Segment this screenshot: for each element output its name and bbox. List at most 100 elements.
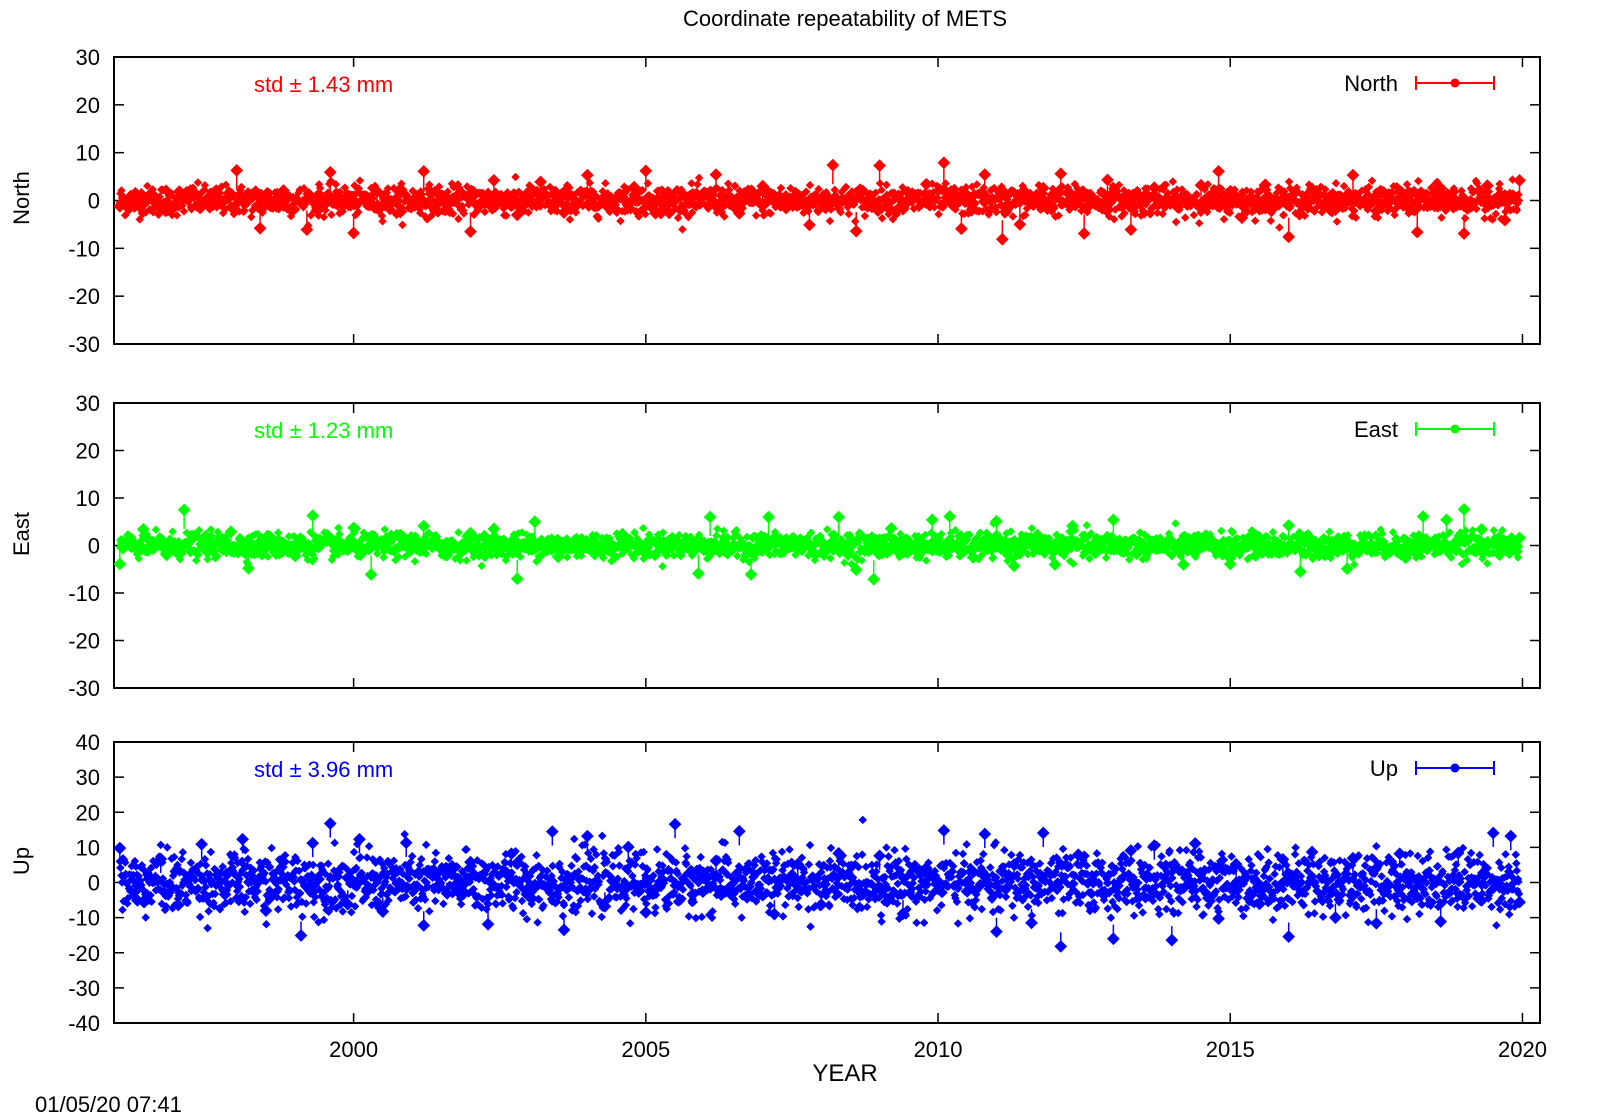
north-data-point xyxy=(955,222,968,236)
north-ytick-label: -30 xyxy=(68,332,100,357)
north-legend-label: North xyxy=(1344,71,1398,96)
north-data-point xyxy=(1054,167,1068,181)
up-data-point xyxy=(557,923,571,937)
north-data-point xyxy=(1513,174,1526,187)
up-data-point xyxy=(1025,916,1038,930)
up-ytick-label: 40 xyxy=(76,730,100,755)
north-ytick-label: -20 xyxy=(68,284,100,309)
up-ytick-label: 10 xyxy=(76,835,100,860)
up-data-point xyxy=(978,827,992,841)
up-data-point xyxy=(990,925,1003,939)
ylabel-up: Up xyxy=(9,846,34,876)
north-data-point xyxy=(230,164,244,177)
north-ytick-label: 0 xyxy=(88,189,100,214)
north-data-point xyxy=(1410,225,1424,239)
up-data-point xyxy=(709,854,723,868)
north-data-point xyxy=(183,186,197,200)
up-data-point xyxy=(581,829,594,843)
up-data-point xyxy=(1165,933,1179,947)
north-data-point xyxy=(417,164,431,178)
up-data-point xyxy=(668,817,682,831)
up-data-point xyxy=(1434,915,1448,928)
north-data-point xyxy=(206,198,220,212)
x-tick-label: 2015 xyxy=(1206,1037,1255,1062)
up-data-point xyxy=(399,836,413,850)
east-data-point xyxy=(347,521,360,535)
east-legend-label: East xyxy=(1354,417,1398,442)
east-data-point xyxy=(510,572,524,586)
east-data-point xyxy=(692,567,705,580)
north-data-point xyxy=(581,168,594,182)
up-data-point xyxy=(937,824,951,837)
up-data-point xyxy=(1393,847,1407,861)
north-data-point xyxy=(849,224,863,238)
up-data-point xyxy=(1282,930,1296,943)
east-data-point xyxy=(306,509,320,522)
east-data-point xyxy=(1416,510,1430,523)
north-data-point xyxy=(323,165,337,179)
east-ytick-label: 10 xyxy=(76,486,100,511)
up-data-point xyxy=(1305,845,1319,859)
north-data-point xyxy=(978,168,992,182)
ylabel-north: North xyxy=(9,171,34,225)
x-axis-label: YEAR xyxy=(812,1060,878,1087)
up-data-point xyxy=(1329,911,1342,924)
north-data-point xyxy=(1077,227,1091,240)
up-ytick-label: 20 xyxy=(76,800,100,825)
east-data-point xyxy=(925,513,939,527)
north-ytick-label: 10 xyxy=(76,141,100,166)
north-data-point xyxy=(300,223,314,237)
east-data-point xyxy=(762,510,775,524)
east-data-point xyxy=(1457,503,1471,516)
north-data-point xyxy=(370,185,384,198)
north-data-point xyxy=(919,177,933,191)
east-data-point xyxy=(703,510,717,524)
up-data-point xyxy=(294,929,308,942)
east-data-point xyxy=(943,510,957,523)
up-ytick-label: 0 xyxy=(88,871,100,896)
north-legend-marker xyxy=(1450,78,1460,88)
up-legend-label: Up xyxy=(1370,756,1398,781)
north-data-point xyxy=(1346,168,1360,182)
east-data-point xyxy=(1475,522,1488,536)
up-noise-cloud xyxy=(115,815,1524,933)
north-data-point xyxy=(709,168,723,182)
north-data-point xyxy=(803,218,816,232)
x-tick-label: 2010 xyxy=(914,1037,963,1062)
up-data-point xyxy=(814,898,828,911)
north-data-point xyxy=(160,204,173,217)
up-ytick-label: 30 xyxy=(76,765,100,790)
north-data-point xyxy=(1282,230,1296,244)
east-data-point xyxy=(1282,519,1296,532)
up-data-point xyxy=(323,817,337,830)
up-data-point xyxy=(417,918,431,932)
up-data-point xyxy=(1369,916,1383,930)
up-data-point xyxy=(306,836,320,850)
north-ytick-label: 20 xyxy=(76,93,100,118)
east-ytick-label: -20 xyxy=(68,629,100,654)
north-data-point xyxy=(394,205,407,219)
east-data-point xyxy=(1440,513,1453,527)
up-ytick-label: -40 xyxy=(68,1011,100,1036)
north-data-point xyxy=(464,225,477,238)
east-data-point xyxy=(528,515,542,529)
north-ytick-label: 30 xyxy=(76,45,100,70)
up-data-point xyxy=(1212,912,1225,926)
up-data-point xyxy=(1486,826,1500,840)
north-data-point xyxy=(1013,218,1027,231)
east-data-point xyxy=(113,557,127,571)
north-data-point xyxy=(995,232,1009,246)
east-data-point xyxy=(884,522,898,535)
up-data-point xyxy=(1504,829,1518,843)
east-noise-cloud xyxy=(115,519,1524,571)
north-data-point xyxy=(136,190,150,204)
north-ytick-label: -10 xyxy=(68,236,100,261)
east-data-point xyxy=(487,522,501,536)
north-data-point xyxy=(253,221,267,235)
up-data-point xyxy=(732,824,746,838)
north-data-point xyxy=(937,156,951,170)
north-data-point xyxy=(1212,164,1225,178)
north-data-point xyxy=(1457,227,1471,240)
up-data-point xyxy=(236,832,249,846)
